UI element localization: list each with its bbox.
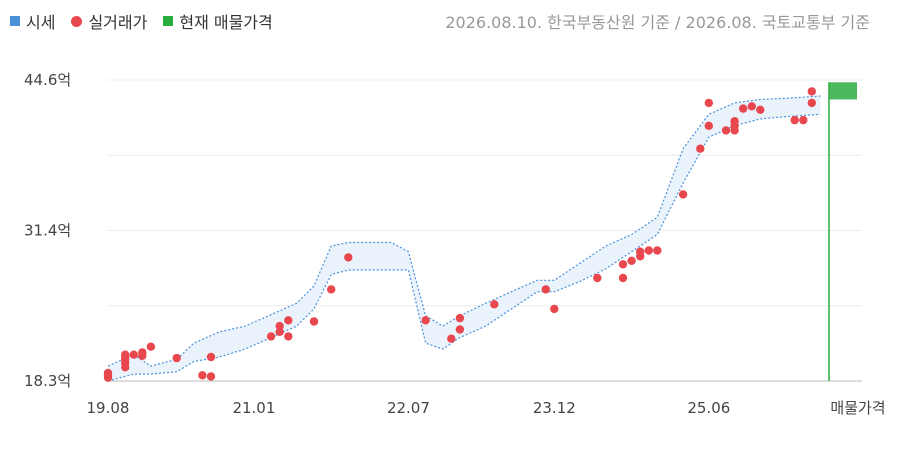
- transaction-point[interactable]: [618, 260, 628, 269]
- x-tick-label: 23.12: [533, 399, 576, 417]
- transaction-point[interactable]: [618, 273, 628, 283]
- legend-swatch-listing: [163, 16, 174, 26]
- transaction-point[interactable]: [490, 300, 499, 309]
- transaction-point[interactable]: [455, 325, 465, 334]
- x-tick-label: 22.07: [387, 399, 430, 417]
- transaction-point[interactable]: [721, 126, 731, 135]
- transaction-point[interactable]: [807, 98, 816, 108]
- transaction-point[interactable]: [284, 332, 293, 341]
- transaction-point[interactable]: [644, 246, 653, 255]
- current-listing-bar[interactable]: [829, 82, 857, 100]
- transaction-point[interactable]: [799, 115, 808, 125]
- market-band-area: [108, 96, 821, 381]
- transaction-point[interactable]: [146, 342, 156, 351]
- transaction-point[interactable]: [138, 348, 147, 357]
- legend-label-listing: 현재 매물가격: [179, 13, 273, 32]
- legend-swatch-market: [10, 16, 20, 26]
- market-band-upper-line: [107, 95, 821, 367]
- transaction-point[interactable]: [121, 350, 130, 359]
- transaction-point[interactable]: [696, 144, 705, 153]
- transaction-point[interactable]: [790, 115, 799, 125]
- x-tick-label: 25.06: [687, 399, 730, 417]
- transaction-point[interactable]: [206, 352, 216, 362]
- x-tick-label-listing: 매물가격: [830, 399, 885, 417]
- transaction-point[interactable]: [747, 102, 756, 111]
- transaction-point[interactable]: [704, 98, 713, 108]
- y-tick-label: 31.4억: [24, 222, 71, 240]
- legend-item-listing[interactable]: 현재 매물가격: [163, 9, 273, 33]
- transaction-point[interactable]: [541, 285, 550, 294]
- transaction-point[interactable]: [172, 353, 181, 363]
- transaction-point[interactable]: [627, 256, 636, 265]
- transaction-point[interactable]: [103, 368, 113, 378]
- source-note: 2026.08.10. 한국부동산원 기준 / 2026.08. 국토교통부 기…: [445, 13, 870, 32]
- y-tick-label: 44.6억: [24, 71, 71, 89]
- legend-swatch-transactions: [71, 15, 83, 27]
- transaction-point[interactable]: [447, 334, 456, 343]
- transaction-point[interactable]: [756, 105, 765, 115]
- market-band-lower-line: [107, 113, 821, 382]
- transaction-point[interactable]: [678, 190, 688, 199]
- y-tick-label: 18.3억: [24, 372, 71, 390]
- transaction-point[interactable]: [455, 313, 465, 323]
- legend-item-market[interactable]: 시세: [10, 9, 55, 33]
- transaction-point[interactable]: [129, 350, 138, 359]
- legend-label-market: 시세: [26, 13, 56, 32]
- chart-legend: 시세 실거래가 현재 매물가격: [10, 8, 273, 34]
- transaction-point[interactable]: [653, 246, 662, 255]
- transaction-point[interactable]: [327, 285, 336, 294]
- transaction-point[interactable]: [730, 117, 739, 126]
- transaction-point[interactable]: [704, 121, 713, 130]
- transaction-point[interactable]: [421, 316, 430, 325]
- transaction-point[interactable]: [284, 316, 293, 325]
- transaction-point[interactable]: [275, 321, 284, 331]
- x-tick-label: 21.01: [232, 399, 275, 417]
- x-tick-label: 19.08: [87, 399, 130, 417]
- legend-label-transactions: 실거래가: [88, 13, 148, 32]
- transaction-point[interactable]: [739, 104, 748, 113]
- transaction-point[interactable]: [807, 87, 816, 96]
- transaction-point[interactable]: [198, 371, 207, 380]
- legend-item-transactions[interactable]: 실거래가: [71, 9, 147, 33]
- transaction-point[interactable]: [344, 253, 353, 262]
- transaction-point[interactable]: [550, 304, 559, 314]
- transaction-point[interactable]: [309, 317, 319, 326]
- transaction-point[interactable]: [206, 372, 216, 381]
- transaction-point[interactable]: [636, 247, 645, 256]
- transaction-point[interactable]: [593, 273, 602, 283]
- transaction-point[interactable]: [266, 332, 276, 341]
